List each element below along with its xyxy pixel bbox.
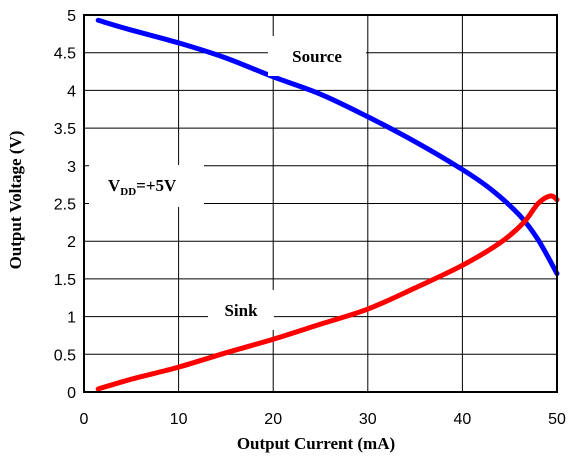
x-tick-label: 0 (80, 411, 89, 428)
series-group (95, 17, 560, 392)
vdd-label-bg (89, 165, 204, 207)
y-tick-label: 3 (67, 159, 76, 176)
y-tick-label: 1 (67, 310, 76, 327)
plot-area-frame (83, 14, 558, 393)
y-tick-label: 3.5 (54, 121, 76, 138)
y-tick-label: 4 (67, 83, 76, 100)
y-axis-title: Output Voltage (V) (6, 131, 25, 270)
source-label-bg (268, 36, 366, 76)
x-tick-label: 40 (454, 411, 472, 428)
sink-series-line (95, 193, 560, 392)
y-tick-label: 1.5 (54, 272, 76, 289)
x-tick-labels: 0 10 20 30 40 50 (80, 411, 566, 428)
x-tick-label: 20 (264, 411, 282, 428)
vdd-label-sub: DD (120, 186, 136, 198)
y-tick-label: 2.5 (54, 197, 76, 214)
y-tick-labels: 0 0.5 1 1.5 2 2.5 3 3.5 4 4.5 5 (54, 8, 76, 402)
vdd-label-v: V (108, 176, 121, 195)
x-tick-label: 30 (359, 411, 377, 428)
vdd-label-value: =+5V (136, 176, 177, 195)
y-tick-label: 5 (67, 8, 76, 25)
y-tick-label: 4.5 (54, 46, 76, 63)
y-tick-label: 2 (67, 234, 76, 251)
y-tick-label: 0 (67, 385, 76, 402)
sink-label: Sink (224, 301, 258, 320)
sink-label-bg (208, 290, 274, 330)
vdd-label: VDD=+5V (108, 176, 177, 198)
x-tick-label: 10 (170, 411, 188, 428)
source-label: Source (292, 47, 342, 66)
y-tick-label: 0.5 (54, 347, 76, 364)
x-tick-label: 50 (548, 411, 566, 428)
x-axis-title: Output Current (mA) (237, 434, 395, 453)
source-series-line (95, 17, 560, 277)
